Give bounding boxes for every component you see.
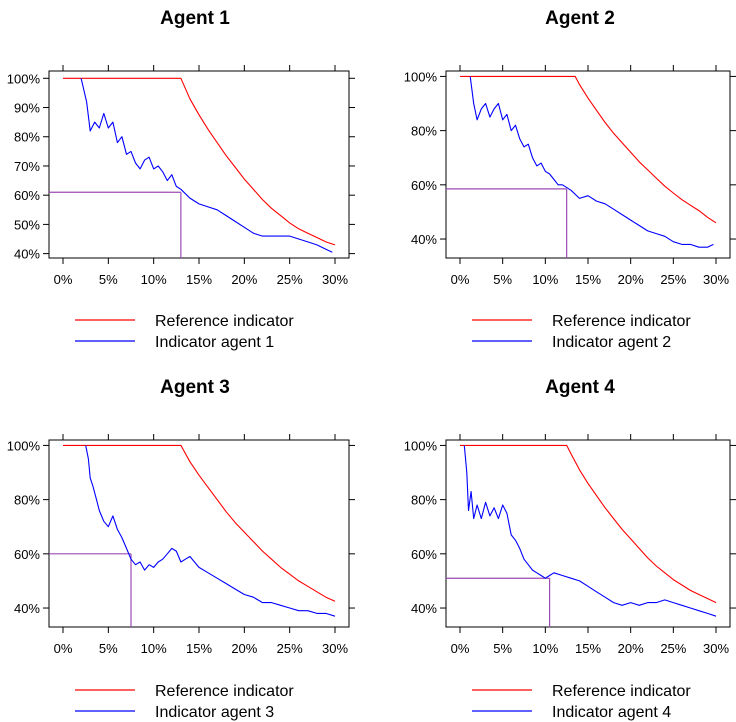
x-tick-label: 10% [141, 641, 167, 656]
x-tick-label: 0% [451, 272, 470, 287]
agent-indicator-line [469, 76, 714, 248]
legend-label: Reference indicator [155, 313, 294, 330]
y-tick-label: 100% [404, 69, 438, 84]
chart-panel-1: Agent 1 0% 5% 10% 15% 20% 25% 30% 40% 50% 60% 70% 80… [7, 8, 355, 351]
x-tick-label: 5% [493, 641, 512, 656]
legend-label: Indicator agent 2 [552, 334, 671, 351]
legend-label: Reference indicator [155, 683, 294, 700]
agent-indicator-line [463, 445, 717, 617]
chart-panel-2: Agent 2 0% 5% 10% 15% 20% 25% 30% 40% 60% 80% 100% R… [404, 8, 736, 351]
y-tick-label: 70% [14, 159, 40, 174]
agent-indicator-line [85, 445, 336, 617]
legend-label: Indicator agent 1 [155, 334, 274, 351]
reference-indicator-line [460, 444, 717, 604]
x-tick-label: 10% [532, 641, 558, 656]
x-tick-label: 20% [618, 641, 644, 656]
x-tick-label: 10% [532, 272, 558, 287]
x-tick-label: 10% [141, 272, 167, 287]
chart-title: Agent 1 [160, 8, 230, 29]
x-tick-label: 30% [703, 641, 729, 656]
y-tick-label: 80% [411, 493, 437, 508]
x-tick-label: 30% [322, 272, 348, 287]
x-tick-label: 15% [186, 272, 212, 287]
y-tick-label: 80% [14, 130, 40, 145]
y-tick-label: 80% [411, 124, 437, 139]
x-tick-label: 0% [54, 641, 73, 656]
y-tick-label: 60% [411, 178, 437, 193]
legend-label: Indicator agent 3 [155, 704, 274, 721]
y-tick-label: 90% [14, 101, 40, 116]
x-tick-label: 20% [231, 641, 257, 656]
reference-indicator-line [63, 444, 336, 602]
x-tick-label: 15% [186, 641, 212, 656]
plot-frame [48, 439, 350, 628]
y-tick-label: 40% [14, 247, 40, 262]
x-tick-label: 0% [54, 272, 73, 287]
x-tick-label: 20% [618, 272, 644, 287]
y-tick-label: 50% [14, 217, 40, 232]
legend-label: Reference indicator [552, 313, 691, 330]
plot-frame [48, 70, 350, 259]
y-tick-label: 60% [411, 547, 437, 562]
y-tick-label: 100% [7, 438, 41, 453]
chart-title: Agent 3 [160, 377, 230, 398]
y-tick-label: 80% [14, 493, 40, 508]
x-tick-label: 15% [575, 641, 601, 656]
x-tick-label: 20% [231, 272, 257, 287]
x-tick-label: 15% [575, 272, 601, 287]
reference-indicator-line [460, 75, 717, 224]
x-tick-label: 25% [660, 272, 686, 287]
y-tick-label: 60% [14, 547, 40, 562]
plot-frame [445, 439, 731, 628]
y-tick-label: 100% [7, 71, 41, 86]
chart-title: Agent 4 [545, 377, 615, 398]
x-tick-label: 30% [703, 272, 729, 287]
chart-panel-3: Agent 3 0% 5% 10% 15% 20% 25% 30% 40% 60% 80% 100% R… [7, 377, 355, 721]
y-tick-label: 60% [14, 188, 40, 203]
chart-panel-4: Agent 4 0% 5% 10% 15% 20% 25% 30% 40% 60% 80% 100% R… [404, 377, 736, 721]
x-tick-label: 5% [99, 641, 118, 656]
x-tick-label: 25% [660, 641, 686, 656]
x-tick-label: 25% [277, 641, 303, 656]
legend-label: Indicator agent 4 [552, 704, 671, 721]
agent-indicator-line [80, 78, 333, 253]
legend-label: Reference indicator [552, 683, 691, 700]
y-tick-label: 40% [14, 601, 40, 616]
x-tick-label: 5% [99, 272, 118, 287]
x-tick-label: 0% [451, 641, 470, 656]
y-tick-label: 40% [411, 232, 437, 247]
reference-indicator-line [63, 77, 336, 246]
x-tick-label: 25% [277, 272, 303, 287]
y-tick-label: 40% [411, 601, 437, 616]
chart-title: Agent 2 [545, 8, 615, 29]
x-tick-label: 30% [322, 641, 348, 656]
y-tick-label: 100% [404, 438, 438, 453]
x-tick-label: 5% [493, 272, 512, 287]
